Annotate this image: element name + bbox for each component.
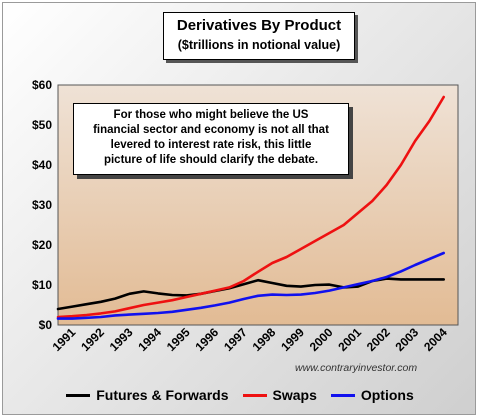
x-tick-label: 1998 — [250, 325, 279, 354]
chart-title-box: Derivatives By Product ($trillions in no… — [163, 12, 355, 60]
legend-label-swaps: Swaps — [272, 387, 317, 403]
watermark: www.contraryinvestor.com — [295, 362, 418, 374]
annotation-box: For those who might believe the US finan… — [73, 103, 349, 175]
x-tick-label: 1996 — [192, 325, 221, 354]
x-tick-label: 1995 — [164, 325, 193, 354]
legend-swatch-options — [330, 393, 355, 397]
y-tick-label: $60 — [32, 78, 52, 92]
x-tick-label: 2004 — [421, 325, 450, 354]
legend-item-options: Options — [330, 387, 414, 403]
y-tick-label: $40 — [32, 158, 52, 172]
chart-subtitle: ($trillions in notional value) — [177, 38, 341, 52]
y-tick-label: $50 — [32, 118, 52, 132]
x-tick-label: 1993 — [107, 325, 136, 354]
annotation-line: For those who might believe the US — [113, 109, 309, 121]
legend: Futures & Forwards Swaps Options — [30, 384, 450, 406]
x-tick-label: 2000 — [307, 325, 336, 354]
y-tick-label: $10 — [32, 278, 52, 292]
x-tick-label: 1999 — [278, 325, 307, 354]
legend-item-swaps: Swaps — [242, 387, 317, 403]
x-tick-label: 1997 — [221, 325, 250, 354]
chart-title: Derivatives By Product — [176, 17, 342, 34]
annotation-line: levered to interest rate risk, this litt… — [110, 139, 312, 151]
annotation-line: picture of life should clarify the debat… — [103, 154, 319, 166]
x-tick-label: 2003 — [392, 325, 421, 354]
x-tick-label: 1991 — [50, 325, 79, 354]
legend-item-futures: Futures & Forwards — [66, 387, 229, 403]
annotation-line: financial sector and economy is not all … — [93, 124, 329, 136]
series-line-options — [56, 251, 446, 320]
x-tick-label: 1992 — [78, 325, 107, 354]
y-tick-label: $20 — [32, 238, 52, 252]
x-tick-label: 1994 — [135, 325, 164, 354]
legend-swatch-futures — [66, 393, 91, 397]
x-tick-label: 2001 — [335, 325, 364, 354]
y-tick-label: $30 — [32, 198, 52, 212]
x-tick-label: 2002 — [364, 325, 393, 354]
series-line-swaps — [56, 95, 446, 319]
y-tick-label: $0 — [39, 318, 53, 332]
legend-swatch-swaps — [242, 393, 267, 397]
legend-label-futures: Futures & Forwards — [96, 387, 229, 403]
legend-label-options: Options — [360, 387, 414, 403]
